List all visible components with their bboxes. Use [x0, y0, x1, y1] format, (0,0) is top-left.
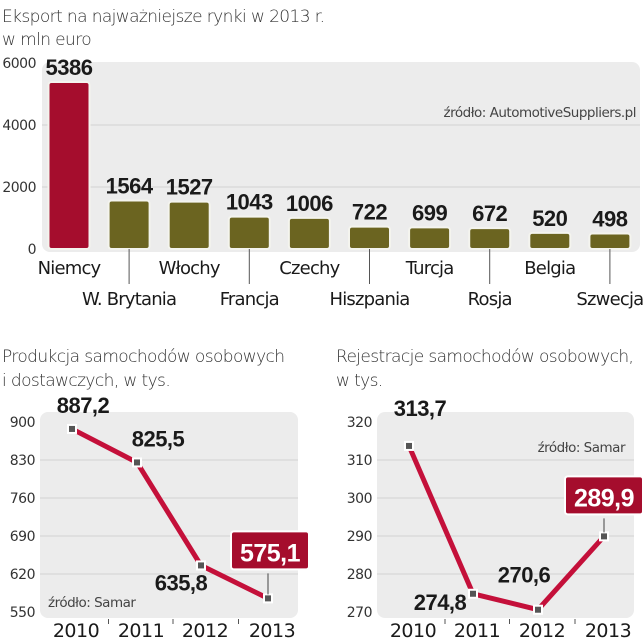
data-point-marker: [533, 604, 543, 615]
category-label: Niemcy: [38, 258, 102, 279]
y-tick-label: 830: [10, 453, 35, 469]
x-tick-label: 2012: [182, 620, 228, 640]
bar: [167, 200, 211, 250]
bar-value-label: 1564: [106, 174, 154, 199]
category-label: Belgia: [524, 258, 575, 279]
y-tick-label: 760: [10, 491, 35, 507]
registration-chart-title: Rejestracje samochodów osobowych,: [336, 347, 633, 367]
bar: [47, 81, 91, 250]
plot-background: [377, 412, 634, 618]
data-point-marker: [468, 588, 478, 599]
source-note: źródło: AutomotiveSuppliers.pl: [444, 105, 636, 121]
bar-chart-title: Eksport na najważniejsze rynki w 2013 r.: [2, 7, 324, 27]
y-tick-label: 620: [10, 567, 35, 583]
bar-chart: 0 2000 4000 6000 źródło: AutomotiveSuppliers…: [2, 55, 644, 310]
x-tick-label: 2012: [519, 620, 565, 640]
category-label: Włochy: [159, 258, 221, 279]
data-value-label: 313,7: [394, 396, 447, 421]
bar-value-label: 672: [472, 201, 507, 226]
bar: [408, 226, 452, 250]
bar: [588, 232, 632, 250]
bar-value-label: 722: [352, 200, 387, 225]
data-value-label: 575,1: [240, 539, 301, 567]
bar-value-label: 1006: [286, 191, 333, 216]
category-label: Francja: [220, 289, 279, 310]
x-tick-label: 2010: [53, 620, 99, 640]
y-tick-label: 0: [28, 242, 36, 258]
bar-value-label: 1043: [226, 190, 273, 215]
production-line-chart: 550 620 690 760 830 900 2010 2011 2012 2013 887,2 8…: [10, 393, 310, 640]
data-point-marker: [404, 440, 414, 451]
data-line: [70, 426, 270, 601]
highlight-badge: [230, 530, 310, 571]
bar-value-label: 699: [412, 200, 447, 225]
data-point-marker: [196, 560, 206, 571]
bar-value-label: 1527: [166, 175, 213, 200]
registration-line-chart: 270 280 290 300 310 320 2010 2011 2012 2013 313,7 2…: [347, 396, 644, 640]
y-tick-label: 280: [347, 567, 372, 583]
y-tick-label: 310: [347, 453, 372, 469]
y-tick-label: 550: [10, 605, 35, 621]
category-label: Szwecja: [576, 289, 643, 310]
y-tick-label: 300: [347, 491, 372, 507]
bar: [468, 227, 512, 250]
data-value-label: 635,8: [155, 570, 208, 595]
bar: [107, 199, 151, 251]
bar: [348, 225, 391, 250]
source-note: źródło: Samar: [48, 595, 136, 611]
x-tick-label: 2011: [454, 620, 500, 640]
category-label: Hiszpania: [329, 289, 409, 310]
bar-value-label: 520: [532, 206, 567, 231]
y-tick-label: 6000: [2, 56, 36, 72]
data-value-label: 887,2: [57, 393, 110, 418]
y-tick-label: 690: [10, 529, 35, 545]
x-tick-label: 2013: [585, 620, 631, 640]
bar-value-label: 498: [592, 207, 627, 232]
category-label: Turcja: [405, 258, 454, 279]
y-tick-label: 320: [347, 415, 372, 431]
source-note: źródło: Samar: [538, 440, 626, 456]
y-tick-label: 2000: [2, 180, 36, 196]
data-line: [406, 444, 606, 613]
registration-chart-subtitle: w tys.: [336, 371, 383, 391]
y-tick-label: 900: [10, 415, 35, 431]
x-tick-label: 2013: [249, 620, 295, 640]
bar: [287, 216, 331, 250]
data-point-marker: [67, 423, 77, 434]
data-value-label: 274,8: [414, 590, 467, 615]
data-value-label: 825,5: [132, 426, 185, 451]
data-point-marker: [263, 593, 273, 604]
category-label: Rosja: [468, 289, 512, 310]
y-tick-label: 270: [347, 605, 372, 621]
data-point-marker: [599, 531, 609, 542]
y-tick-label: 4000: [2, 118, 36, 134]
bar: [227, 215, 271, 251]
x-tick-label: 2010: [390, 620, 436, 640]
highlight-badge: [564, 475, 644, 516]
category-label: Czechy: [279, 258, 340, 279]
bar-value-label: 5386: [46, 55, 93, 80]
bar: [528, 231, 572, 251]
category-label: W. Brytania: [82, 289, 176, 310]
data-point-marker: [132, 457, 142, 468]
bar-chart-subtitle: w mln euro: [2, 30, 91, 50]
y-tick-label: 290: [347, 529, 372, 545]
data-value-label: 270,6: [498, 563, 551, 588]
x-tick-label: 2011: [118, 620, 164, 640]
data-value-label: 289,9: [574, 484, 634, 512]
production-chart-subtitle: i dostawczych, w tys.: [2, 371, 170, 391]
production-chart-title: Produkcja samochodów osobowych: [2, 347, 284, 367]
